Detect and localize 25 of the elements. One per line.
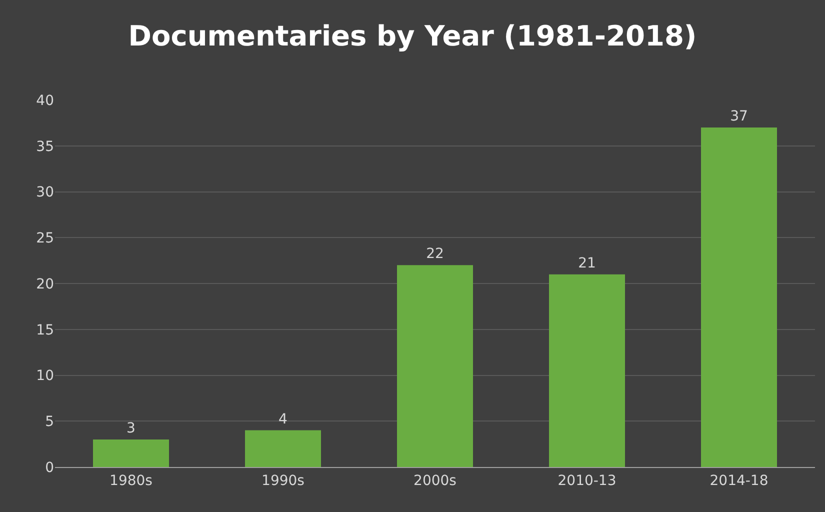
data-label: 4 <box>278 411 288 428</box>
y-tick-label: 35 <box>36 138 54 155</box>
x-tick-label: 2000s <box>414 472 456 489</box>
y-tick-label: 10 <box>36 368 54 384</box>
x-tick-label: 1990s <box>262 472 304 489</box>
y-tick-label: 25 <box>36 230 54 247</box>
y-tick-label: 5 <box>45 414 54 430</box>
bar <box>397 265 473 467</box>
y-tick-label: 30 <box>36 184 54 201</box>
chart-title: Documentaries by Year (1981-2018) <box>128 20 697 53</box>
bar <box>93 439 169 467</box>
x-tick-label: 1980s <box>110 472 152 489</box>
bar <box>549 274 625 467</box>
y-tick-label: 20 <box>36 276 54 292</box>
data-label: 3 <box>126 420 136 436</box>
data-label: 21 <box>578 255 596 272</box>
y-tick-label: 40 <box>36 92 54 109</box>
x-tick-label: 2014-18 <box>710 472 768 489</box>
data-label: 37 <box>730 108 748 125</box>
y-tick-label: 0 <box>45 460 54 476</box>
bar <box>245 430 321 467</box>
y-tick-label: 15 <box>36 322 54 338</box>
bar <box>701 128 777 467</box>
data-label: 22 <box>426 246 444 262</box>
x-tick-label: 2010-13 <box>558 472 616 489</box>
